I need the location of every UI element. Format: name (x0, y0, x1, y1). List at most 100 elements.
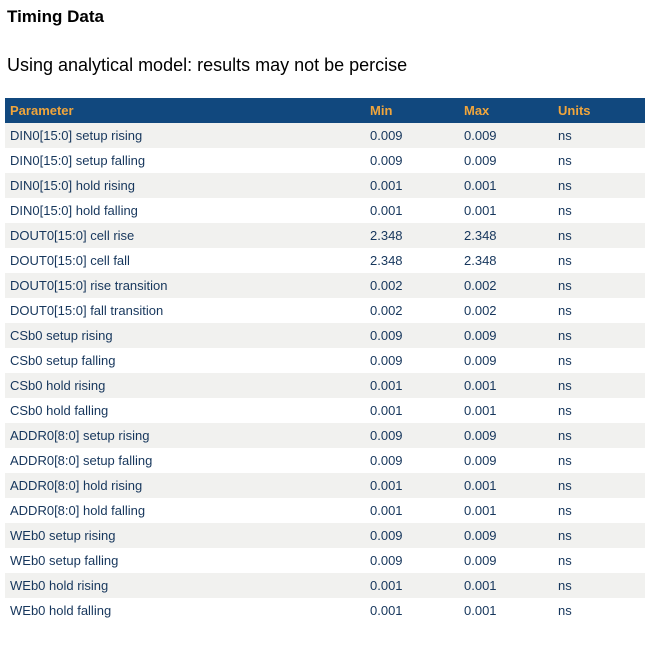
cell-units: ns (558, 128, 572, 143)
timing-table: Parameter Min Max Units DIN0[15:0] setup… (5, 98, 645, 623)
cell-min: 2.348 (370, 253, 403, 268)
cell-max: 0.009 (464, 328, 497, 343)
cell-parameter: DIN0[15:0] setup rising (10, 128, 143, 143)
cell-parameter: ADDR0[8:0] hold rising (10, 478, 143, 493)
cell-units: ns (558, 178, 572, 193)
table-row: DIN0[15:0] hold falling 0.001 0.001 ns (5, 198, 645, 223)
cell-min: 2.348 (370, 228, 403, 243)
cell-units: ns (558, 528, 572, 543)
cell-min: 0.002 (370, 278, 403, 293)
cell-units: ns (558, 428, 572, 443)
cell-parameter: ADDR0[8:0] setup rising (10, 428, 150, 443)
cell-parameter: CSb0 setup rising (10, 328, 113, 343)
cell-parameter: DIN0[15:0] setup falling (10, 153, 146, 168)
cell-parameter: DIN0[15:0] hold rising (10, 178, 136, 193)
cell-parameter: CSb0 hold rising (10, 378, 106, 393)
cell-max: 0.009 (464, 428, 497, 443)
cell-min: 0.009 (370, 128, 403, 143)
column-header-units: Units (553, 98, 645, 123)
cell-units: ns (558, 478, 572, 493)
cell-units: ns (558, 403, 572, 418)
cell-parameter: DOUT0[15:0] rise transition (10, 278, 168, 293)
table-row: DOUT0[15:0] cell rise 2.348 2.348 ns (5, 223, 645, 248)
table-row: CSb0 hold rising 0.001 0.001 ns (5, 373, 645, 398)
table-row: ADDR0[8:0] setup falling 0.009 0.009 ns (5, 448, 645, 473)
cell-min: 0.001 (370, 578, 403, 593)
cell-max: 0.009 (464, 153, 497, 168)
cell-units: ns (558, 578, 572, 593)
column-header-min: Min (365, 98, 459, 123)
cell-max: 0.001 (464, 403, 497, 418)
cell-parameter: ADDR0[8:0] setup falling (10, 453, 153, 468)
page-subtitle: Using analytical model: results may not … (7, 55, 408, 75)
table-row: DOUT0[15:0] cell fall 2.348 2.348 ns (5, 248, 645, 273)
table-row: ADDR0[8:0] hold rising 0.001 0.001 ns (5, 473, 645, 498)
cell-units: ns (558, 378, 572, 393)
cell-min: 0.009 (370, 153, 403, 168)
table-row: ADDR0[8:0] setup rising 0.009 0.009 ns (5, 423, 645, 448)
cell-max: 0.001 (464, 503, 497, 518)
cell-max: 2.348 (464, 253, 497, 268)
cell-min: 0.001 (370, 503, 403, 518)
cell-parameter: DIN0[15:0] hold falling (10, 203, 138, 218)
cell-min: 0.009 (370, 428, 403, 443)
cell-units: ns (558, 253, 572, 268)
cell-parameter: CSb0 hold falling (10, 403, 109, 418)
cell-units: ns (558, 153, 572, 168)
table-row: DOUT0[15:0] fall transition 0.002 0.002 … (5, 298, 645, 323)
cell-units: ns (558, 203, 572, 218)
cell-min: 0.002 (370, 303, 403, 318)
cell-max: 0.009 (464, 528, 497, 543)
cell-units: ns (558, 503, 572, 518)
cell-max: 0.002 (464, 278, 497, 293)
cell-min: 0.009 (370, 353, 403, 368)
cell-max: 0.009 (464, 128, 497, 143)
cell-units: ns (558, 453, 572, 468)
table-row: WEb0 hold rising 0.001 0.001 ns (5, 573, 645, 598)
cell-max: 0.001 (464, 203, 497, 218)
cell-min: 0.001 (370, 603, 403, 618)
cell-units: ns (558, 328, 572, 343)
cell-min: 0.009 (370, 528, 403, 543)
table-header-row: Parameter Min Max Units (5, 98, 645, 123)
cell-max: 0.001 (464, 578, 497, 593)
cell-max: 0.002 (464, 303, 497, 318)
cell-units: ns (558, 603, 572, 618)
page-title: Timing Data (7, 7, 104, 26)
column-header-parameter: Parameter (5, 98, 365, 123)
cell-min: 0.001 (370, 478, 403, 493)
table-row: WEb0 setup falling 0.009 0.009 ns (5, 548, 645, 573)
table-row: CSb0 setup falling 0.009 0.009 ns (5, 348, 645, 373)
table-row: DIN0[15:0] hold rising 0.001 0.001 ns (5, 173, 645, 198)
cell-units: ns (558, 353, 572, 368)
table-row: CSb0 hold falling 0.001 0.001 ns (5, 398, 645, 423)
table-row: CSb0 setup rising 0.009 0.009 ns (5, 323, 645, 348)
cell-parameter: WEb0 setup rising (10, 528, 116, 543)
cell-parameter: DOUT0[15:0] fall transition (10, 303, 164, 318)
table-row: WEb0 hold falling 0.001 0.001 ns (5, 598, 645, 623)
table-row: DIN0[15:0] setup falling 0.009 0.009 ns (5, 148, 645, 173)
cell-min: 0.001 (370, 178, 403, 193)
cell-parameter: WEb0 hold falling (10, 603, 112, 618)
cell-parameter: DOUT0[15:0] cell rise (10, 228, 135, 243)
cell-min: 0.001 (370, 403, 403, 418)
table-row: DIN0[15:0] setup rising 0.009 0.009 ns (5, 123, 645, 148)
cell-max: 0.009 (464, 353, 497, 368)
cell-max: 0.001 (464, 178, 497, 193)
cell-parameter: WEb0 hold rising (10, 578, 109, 593)
cell-max: 0.001 (464, 478, 497, 493)
cell-min: 0.009 (370, 553, 403, 568)
cell-parameter: DOUT0[15:0] cell fall (10, 253, 130, 268)
cell-max: 0.001 (464, 378, 497, 393)
table-row: WEb0 setup rising 0.009 0.009 ns (5, 523, 645, 548)
table-row: ADDR0[8:0] hold falling 0.001 0.001 ns (5, 498, 645, 523)
cell-max: 2.348 (464, 228, 497, 243)
cell-units: ns (558, 553, 572, 568)
cell-units: ns (558, 303, 572, 318)
cell-min: 0.009 (370, 453, 403, 468)
cell-parameter: ADDR0[8:0] hold falling (10, 503, 146, 518)
cell-min: 0.009 (370, 328, 403, 343)
cell-min: 0.001 (370, 378, 403, 393)
cell-units: ns (558, 278, 572, 293)
